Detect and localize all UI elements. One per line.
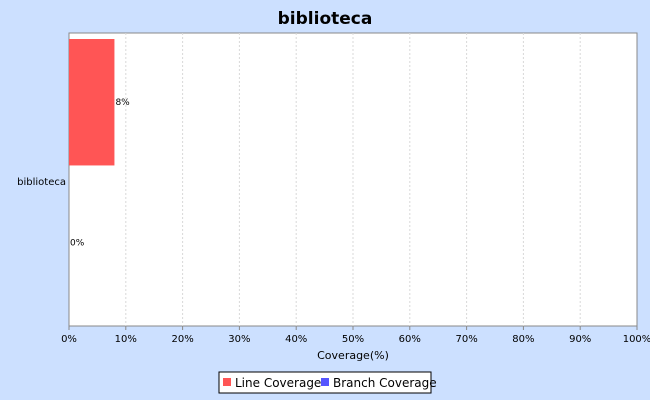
legend-swatch-branch-coverage xyxy=(321,378,329,386)
x-tick-label: 70% xyxy=(455,334,477,345)
x-tick-label: 0% xyxy=(61,334,77,345)
x-axis-ticks: 0% 10% 20% 30% 40% 50% 60% 70% 80% 90% 100% xyxy=(61,326,650,345)
bar-value-label: 0% xyxy=(70,239,85,249)
bar-value-label: 8% xyxy=(115,98,130,108)
bars: 8% 0% xyxy=(69,39,130,249)
x-tick-label: 60% xyxy=(399,334,421,345)
x-tick-label: 10% xyxy=(115,334,137,345)
x-tick-label: 100% xyxy=(623,334,650,345)
x-tick-label: 80% xyxy=(512,334,534,345)
legend-label-line-coverage: Line Coverage xyxy=(235,376,321,390)
bar-line-coverage xyxy=(69,39,115,166)
x-tick-label: 50% xyxy=(342,334,364,345)
category-label: biblioteca xyxy=(17,177,66,188)
legend-swatch-line-coverage xyxy=(223,378,231,386)
x-tick-label: 90% xyxy=(569,334,591,345)
x-tick-label: 20% xyxy=(171,334,193,345)
chart-title: biblioteca xyxy=(278,9,373,29)
legend: Line Coverage Branch Coverage xyxy=(218,371,437,394)
x-tick-label: 40% xyxy=(285,334,307,345)
x-tick-label: 30% xyxy=(228,334,250,345)
legend-label-branch-coverage: Branch Coverage xyxy=(333,376,437,390)
grid-lines xyxy=(125,33,581,326)
x-axis-label: Coverage(%) xyxy=(317,349,389,362)
